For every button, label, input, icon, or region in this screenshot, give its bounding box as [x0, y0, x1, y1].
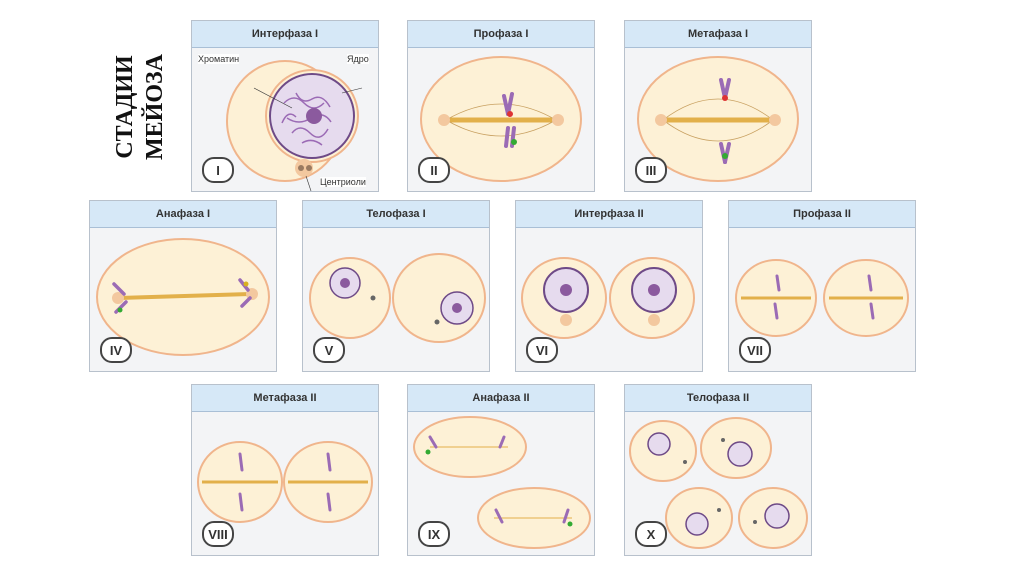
stage-number: VI	[526, 337, 558, 363]
panel-anaphase-1: Анафаза I IV	[89, 200, 277, 372]
stage-number: X	[635, 521, 667, 547]
cell-illustration	[420, 56, 582, 182]
panel-title: Интерфаза II	[516, 201, 702, 228]
cell-illustration	[637, 56, 799, 182]
cell-illustration	[413, 416, 591, 549]
diagram-title: СТАДИИ МЕЙОЗА	[104, 42, 168, 172]
panel-interphase-1: Интерфаза I Хроматин Ядро Центриоли I	[191, 20, 379, 192]
panel-title: Метафаза II	[192, 385, 378, 412]
cell-illustration	[629, 417, 808, 549]
panel-metaphase-1: Метафаза I III	[624, 20, 812, 192]
panel-title: Интерфаза I	[192, 21, 378, 48]
cell-illustration	[197, 441, 373, 523]
stage-number: VIII	[202, 521, 234, 547]
label-centrioles: Центриоли	[320, 177, 366, 187]
panel-title: Метафаза I	[625, 21, 811, 48]
label-nucleus: Ядро	[347, 54, 369, 64]
stage-number: III	[635, 157, 667, 183]
title-line-1: СТАДИИ	[112, 55, 138, 159]
stage-number: I	[202, 157, 234, 183]
cell-illustration	[309, 253, 486, 343]
stage-number: IX	[418, 521, 450, 547]
cell-illustration	[226, 60, 363, 191]
panel-anaphase-2: Анафаза II IX	[407, 384, 595, 556]
panel-title: Профаза I	[408, 21, 594, 48]
label-chromatin: Хроматин	[198, 54, 240, 64]
cell-illustration	[521, 257, 695, 339]
cell-illustration	[735, 259, 909, 337]
title-line-2: МЕЙОЗА	[142, 53, 168, 160]
stage-number: II	[418, 157, 450, 183]
cell-illustration	[96, 238, 270, 356]
stage-number: IV	[100, 337, 132, 363]
panel-telophase-2: Телофаза II X	[624, 384, 812, 556]
panel-title: Анафаза II	[408, 385, 594, 412]
panel-title: Профаза II	[729, 201, 915, 228]
panel-metaphase-2: Метафаза II VIII	[191, 384, 379, 556]
panel-prophase-1: Профаза I II	[407, 20, 595, 192]
panel-title: Телофаза I	[303, 201, 489, 228]
stage-number: VII	[739, 337, 771, 363]
panel-prophase-2: Профаза II VII	[728, 200, 916, 372]
stage-number: V	[313, 337, 345, 363]
panel-interphase-2: Интерфаза II VI	[515, 200, 703, 372]
panel-telophase-1: Телофаза I V	[302, 200, 490, 372]
panel-title: Анафаза I	[90, 201, 276, 228]
panel-title: Телофаза II	[625, 385, 811, 412]
